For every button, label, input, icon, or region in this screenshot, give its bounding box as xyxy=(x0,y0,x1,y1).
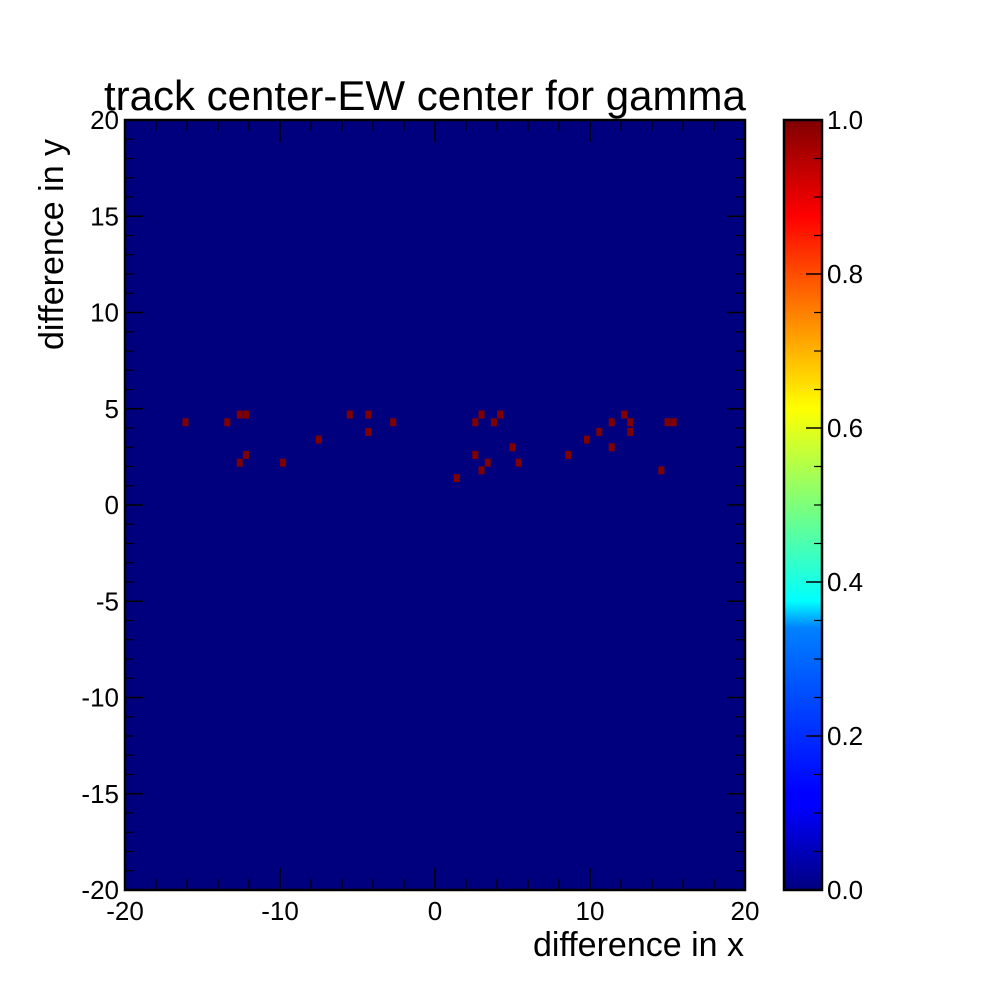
heatmap-cell xyxy=(497,410,504,419)
heatmap-cell xyxy=(236,458,243,467)
y-tick-label: 5 xyxy=(105,394,119,424)
heatmap-cell xyxy=(478,466,485,475)
colorbar-tick-label: 0.4 xyxy=(827,567,863,597)
heatmap-cell xyxy=(627,427,634,436)
heatmap-cell xyxy=(596,427,603,436)
y-tick-label: 15 xyxy=(90,201,119,231)
heatmap-cells xyxy=(182,410,677,483)
heatmap-cell xyxy=(658,466,665,475)
heatmap-cell xyxy=(664,418,671,427)
heatmap-cell xyxy=(472,418,479,427)
plot-frame xyxy=(123,118,747,892)
heatmap-cell xyxy=(583,435,590,444)
x-tick-label: 0 xyxy=(428,896,442,926)
heatmap-cell xyxy=(478,410,485,419)
heatmap-cell xyxy=(346,410,353,419)
heatmap-cell xyxy=(509,443,516,452)
heatmap-cell xyxy=(565,450,572,459)
y-axis: -20 -15 -10 -5 0 5 10 15 20 xyxy=(81,105,745,905)
colorbar-tick-label: 0.0 xyxy=(827,875,863,905)
x-axis-label: difference in x xyxy=(532,926,744,964)
heatmap-cell xyxy=(390,418,397,427)
heatmap-cell xyxy=(280,458,287,467)
colorbar-tick-label: 1.0 xyxy=(827,105,863,135)
heatmap-cell xyxy=(670,418,677,427)
heatmap-cell xyxy=(627,418,634,427)
y-tick-label: 0 xyxy=(105,490,119,520)
y-tick-label: -20 xyxy=(81,875,119,905)
x-tick-label: 10 xyxy=(576,896,605,926)
y-tick-label: -5 xyxy=(96,586,119,616)
plot-area xyxy=(125,120,745,890)
heatmap-cell xyxy=(182,418,189,427)
heatmap-cell xyxy=(608,443,615,452)
heatmap-cell xyxy=(224,418,231,427)
y-tick-label: -10 xyxy=(81,683,119,713)
heatmap-cell xyxy=(472,450,479,459)
x-tick-label: -20 xyxy=(106,896,144,926)
colorbar-tick-label: 0.2 xyxy=(827,721,863,751)
chart-title: track center-EW center for gamma xyxy=(104,72,746,119)
heatmap-cell xyxy=(236,410,243,419)
heatmap-cell xyxy=(453,474,460,483)
heatmap-cell xyxy=(242,410,249,419)
heatmap-cell xyxy=(621,410,628,419)
heatmap-cell xyxy=(242,450,249,459)
x-tick-label: -10 xyxy=(261,896,299,926)
y-tick-label: 10 xyxy=(90,298,119,328)
x-tick-label: 20 xyxy=(731,896,760,926)
colorbar-axis: 0.0 0.2 0.4 0.6 0.8 1.0 xyxy=(806,105,863,905)
heatmap-cell xyxy=(484,458,491,467)
colorbar-tick-label: 0.6 xyxy=(827,413,863,443)
y-axis-label: difference in y xyxy=(33,138,71,350)
heatmap-cell xyxy=(365,410,372,419)
heatmap-cell xyxy=(608,418,615,427)
heatmap-cell xyxy=(515,458,522,467)
heatmap-cell xyxy=(490,418,497,427)
y-tick-label: 20 xyxy=(90,105,119,135)
heatmap-cell xyxy=(315,435,322,444)
colorbar-tick-label: 0.8 xyxy=(827,259,863,289)
heatmap-cell xyxy=(365,427,372,436)
y-tick-label: -15 xyxy=(81,779,119,809)
